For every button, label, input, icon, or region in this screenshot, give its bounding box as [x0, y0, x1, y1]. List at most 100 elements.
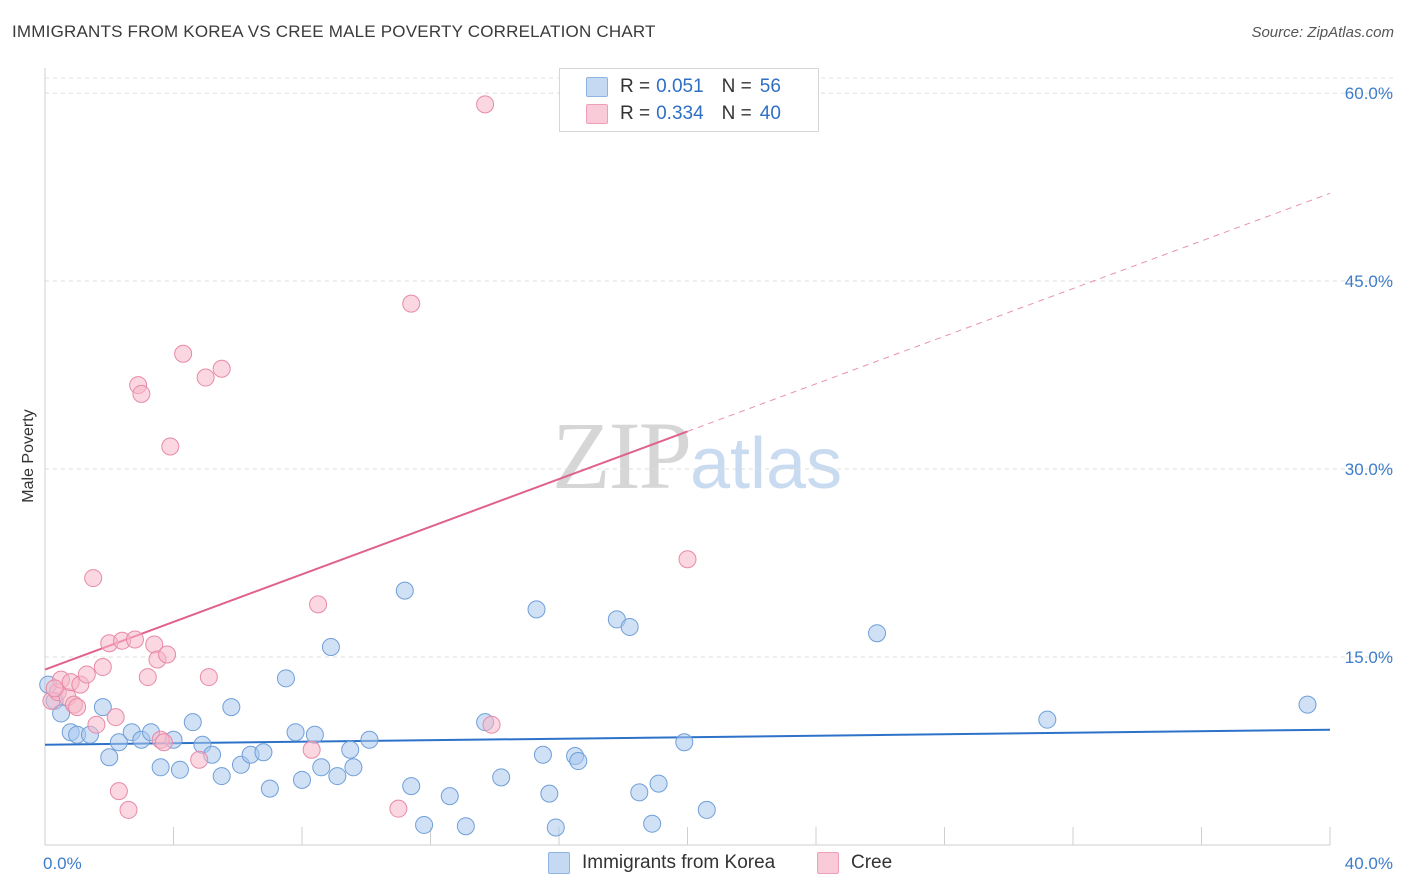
- korea-point: [697, 800, 716, 819]
- cree-point: [190, 750, 209, 769]
- stats-legend: R = 0.051 N = 56 R = 0.334 N = 40: [559, 68, 819, 132]
- cree-point: [109, 782, 128, 801]
- axis-labels: 15.0% 30.0% 45.0% 60.0% 0.0% 40.0% Male Povert…: [20, 84, 1393, 873]
- korea-point: [151, 758, 170, 777]
- korea-point: [100, 748, 119, 767]
- trend-cree: [44, 430, 688, 671]
- cree-point: [45, 679, 64, 698]
- y-tick-label: 45.0%: [1345, 272, 1393, 291]
- cree-point: [93, 658, 112, 677]
- axes: [44, 68, 1331, 846]
- cree-point: [212, 359, 231, 378]
- cree-point: [106, 708, 125, 727]
- legend-r-value: 0.051: [656, 76, 704, 97]
- korea-point: [109, 733, 128, 752]
- series-cree: [42, 95, 697, 819]
- series-korea: [39, 581, 1317, 837]
- korea-point: [212, 767, 231, 786]
- grid-lines: [45, 77, 1395, 658]
- cree-point: [158, 645, 177, 664]
- legend-r-label: R =: [620, 103, 651, 124]
- watermark: ZIPatlas: [552, 400, 842, 511]
- korea-point: [1298, 695, 1317, 714]
- korea-point: [170, 760, 189, 779]
- legend-r-value: 0.334: [656, 103, 704, 124]
- legend-swatch-cree: [586, 104, 608, 124]
- korea-point: [52, 704, 71, 723]
- legend-n-value: 56: [759, 76, 781, 97]
- korea-point: [305, 725, 324, 744]
- korea-point: [254, 743, 273, 762]
- watermark-atlas: atlas: [690, 424, 843, 504]
- korea-point: [183, 713, 202, 732]
- korea-point: [286, 723, 305, 742]
- legend-swatch-korea: [586, 77, 608, 97]
- legend-swatch-cree: [817, 852, 839, 874]
- korea-point: [222, 698, 241, 717]
- cree-point: [84, 569, 103, 588]
- cree-point: [119, 800, 138, 819]
- cree-point: [302, 740, 321, 759]
- korea-point: [569, 752, 588, 771]
- korea-point: [321, 637, 340, 656]
- legend-n-label: N =: [721, 103, 752, 124]
- trend-cree-extension: [687, 192, 1331, 432]
- korea-point: [630, 783, 649, 802]
- korea-point: [1038, 710, 1057, 729]
- legend-n-value: 40: [759, 103, 781, 124]
- korea-point: [868, 624, 887, 643]
- legend-item-korea: Immigrants from Korea: [548, 852, 775, 874]
- korea-point: [344, 758, 363, 777]
- cree-point: [482, 715, 501, 734]
- cree-point: [154, 733, 173, 752]
- cree-point: [174, 344, 193, 363]
- korea-point: [492, 768, 511, 787]
- cree-point: [678, 550, 697, 569]
- korea-point: [260, 779, 279, 798]
- korea-point: [540, 784, 559, 803]
- korea-point: [312, 758, 331, 777]
- y-tick-label: 60.0%: [1345, 84, 1393, 103]
- korea-point: [546, 818, 565, 837]
- series-legend: Immigrants from Korea Cree: [0, 852, 1406, 878]
- korea-point: [402, 777, 421, 796]
- y-axis-label: Male Poverty: [20, 409, 37, 502]
- chart-title: IMMIGRANTS FROM KOREA VS CREE MALE POVER…: [12, 22, 656, 41]
- korea-point: [620, 617, 639, 636]
- cree-point: [77, 665, 96, 684]
- korea-point: [276, 669, 295, 688]
- korea-point: [415, 815, 434, 834]
- x-tick-label: 40.0%: [1345, 854, 1393, 873]
- korea-point: [341, 740, 360, 759]
- cree-point: [196, 368, 215, 387]
- korea-point: [293, 770, 311, 789]
- legend-n-label: N =: [721, 76, 752, 97]
- data-points: [39, 95, 1317, 837]
- x-tick-label: 0.0%: [43, 854, 82, 873]
- cree-point: [125, 630, 144, 649]
- korea-point: [675, 733, 694, 752]
- cree-point: [138, 668, 157, 687]
- korea-point: [395, 581, 414, 600]
- chart-source: Source: ZipAtlas.com: [1251, 24, 1394, 41]
- korea-point: [533, 745, 552, 764]
- korea-point: [360, 730, 379, 749]
- cree-point: [87, 715, 106, 734]
- korea-point: [328, 767, 347, 786]
- korea-point: [527, 600, 546, 619]
- y-tick-label: 15.0%: [1345, 648, 1393, 667]
- cree-point: [68, 698, 87, 717]
- legend-row-cree: R = 0.334 N = 40: [586, 102, 781, 126]
- korea-point: [456, 817, 475, 836]
- cree-point: [402, 294, 421, 313]
- legend-r-label: R =: [620, 76, 651, 97]
- legend-row-korea: R = 0.051 N = 56: [586, 75, 781, 99]
- korea-point: [93, 698, 112, 717]
- legend-item-cree: Cree: [817, 852, 892, 874]
- legend-label-cree: Cree: [851, 852, 893, 873]
- legend-label-korea: Immigrants from Korea: [582, 852, 776, 873]
- legend-swatch-korea: [548, 852, 570, 874]
- cree-point: [309, 595, 328, 614]
- korea-point: [643, 814, 662, 833]
